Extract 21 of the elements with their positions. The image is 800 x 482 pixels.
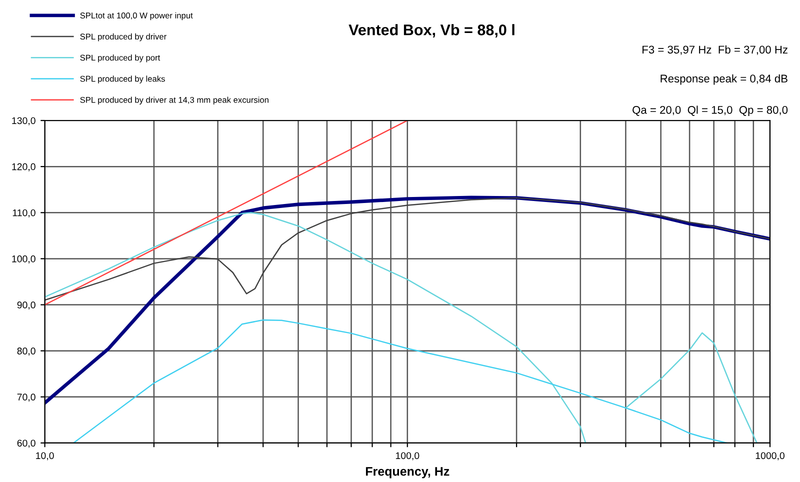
x-axis-title: Frequency, Hz <box>366 467 450 478</box>
legend-label: SPL produced by leaks <box>80 76 165 84</box>
text: Response peak = 0,84 dB <box>660 74 788 85</box>
y-tick-label: 100,0 <box>12 255 36 264</box>
legend-label: SPL produced by driver at 14,3 mm peak excursion <box>80 96 268 104</box>
legend-label: SPL produced by driver <box>80 33 166 42</box>
x-tick-label: 10,0 <box>36 452 54 460</box>
legend-label: SPL produced by port <box>80 54 160 62</box>
y-tick-label: 70,0 <box>17 394 36 402</box>
y-tick-label: 130,0 <box>12 117 36 126</box>
text: F3 = 35,97 Hz Fb = 37,00 Hz <box>642 45 788 55</box>
text: Qa = 20,0 Ql = 15,0 Qp = 80,0 <box>632 106 788 116</box>
y-tick-label: 90,0 <box>17 301 36 310</box>
x-tick-label: 1000,0 <box>756 452 784 460</box>
chart-title: Vented Box, Vb = 88,0 l <box>348 24 514 38</box>
y-tick-label: 80,0 <box>17 348 36 356</box>
y-tick-label: 120,0 <box>12 163 36 172</box>
y-tick-label: 110,0 <box>12 209 36 218</box>
y-tick-label: 60,0 <box>17 440 36 448</box>
legend-label: SPLtot at 100,0 W power input <box>80 12 193 20</box>
x-tick-label: 100,0 <box>396 452 420 460</box>
